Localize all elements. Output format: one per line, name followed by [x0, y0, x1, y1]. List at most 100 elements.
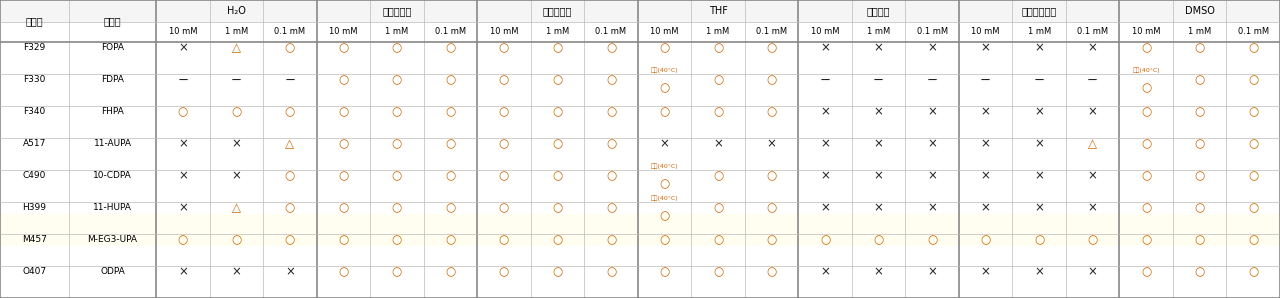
Bar [1012, 86, 1066, 138]
Bar [1172, 86, 1226, 138]
Bar [637, 214, 691, 266]
Bar [1120, 118, 1172, 170]
Text: O407: O407 [23, 268, 46, 277]
Text: ○: ○ [659, 266, 669, 279]
Text: C490: C490 [23, 172, 46, 181]
Text: ×: × [1034, 170, 1044, 182]
Text: ×: × [285, 266, 294, 279]
Bar [799, 182, 852, 234]
Bar [316, 0, 370, 22]
Text: ○: ○ [499, 170, 509, 182]
Text: ○: ○ [1248, 41, 1258, 55]
Bar [1012, 0, 1066, 22]
Bar [959, 54, 1012, 106]
Text: ○: ○ [338, 201, 348, 215]
Bar [745, 54, 799, 106]
Text: ×: × [1034, 105, 1044, 119]
Bar [905, 150, 959, 202]
Text: ○: ○ [392, 201, 402, 215]
Text: ×: × [1088, 41, 1098, 55]
Text: ×: × [927, 41, 937, 55]
Text: ○: ○ [1140, 170, 1151, 182]
Bar [1226, 214, 1280, 266]
Bar [691, 118, 745, 170]
Text: 10 mM: 10 mM [810, 27, 840, 36]
Text: 0.1 mM: 0.1 mM [1078, 27, 1108, 36]
Text: ○: ○ [338, 170, 348, 182]
Text: 0.1 mM: 0.1 mM [756, 27, 787, 36]
Bar [1066, 22, 1120, 42]
Text: ×: × [874, 266, 883, 279]
Bar [424, 22, 477, 42]
Bar [799, 22, 852, 42]
Bar [1066, 150, 1120, 202]
Bar [1012, 54, 1066, 106]
Text: ○: ○ [284, 201, 294, 215]
Text: ×: × [232, 266, 242, 279]
Text: ○: ○ [1140, 137, 1151, 150]
Bar [210, 246, 264, 298]
Bar [531, 214, 584, 266]
Bar [1066, 22, 1120, 74]
Text: ○: ○ [445, 170, 456, 182]
Bar [745, 214, 799, 266]
Bar [691, 0, 745, 22]
Text: ○: ○ [1140, 234, 1151, 246]
Bar [1012, 182, 1066, 234]
Text: ○: ○ [1194, 41, 1204, 55]
Text: ○: ○ [499, 74, 509, 86]
Bar [316, 22, 370, 74]
Bar [0, 182, 69, 234]
Bar [1012, 246, 1066, 298]
Text: コード: コード [26, 16, 44, 26]
Text: ○: ○ [713, 234, 723, 246]
Bar [584, 246, 637, 298]
Bar [264, 0, 316, 22]
Text: −: − [1034, 74, 1044, 86]
Bar [69, 22, 156, 74]
Bar [210, 22, 264, 42]
Text: ○: ○ [605, 234, 616, 246]
Text: ○: ○ [232, 234, 242, 246]
Bar [264, 22, 316, 42]
Text: 1 mM: 1 mM [707, 27, 730, 36]
Text: 11-AUPA: 11-AUPA [93, 139, 132, 148]
Bar [531, 118, 584, 170]
Text: ○: ○ [445, 201, 456, 215]
Text: ×: × [980, 137, 991, 150]
Text: F330: F330 [23, 75, 46, 85]
Text: ○: ○ [767, 74, 777, 86]
Text: △: △ [232, 201, 241, 215]
Bar [370, 118, 424, 170]
Bar [370, 54, 424, 106]
Text: 10 mM: 10 mM [650, 27, 678, 36]
Bar [316, 118, 370, 170]
Bar [637, 118, 691, 170]
Bar [584, 214, 637, 266]
Bar [799, 214, 852, 266]
Bar [0, 214, 69, 266]
Bar [370, 246, 424, 298]
Bar [1172, 22, 1226, 74]
Text: ○: ○ [338, 74, 348, 86]
Text: 0.1 mM: 0.1 mM [916, 27, 947, 36]
Bar [1120, 86, 1172, 138]
Text: ○: ○ [713, 74, 723, 86]
Text: ○: ○ [553, 234, 563, 246]
Bar [0, 86, 69, 138]
Bar [69, 182, 156, 234]
Bar [852, 150, 905, 202]
Bar [691, 54, 745, 106]
Text: ○: ○ [767, 170, 777, 182]
Text: ○: ○ [232, 105, 242, 119]
Bar [531, 182, 584, 234]
Bar [905, 86, 959, 138]
Bar [1226, 182, 1280, 234]
Text: ○: ○ [1194, 137, 1204, 150]
Bar [745, 182, 799, 234]
Bar [959, 182, 1012, 234]
Text: ○: ○ [1088, 234, 1098, 246]
Bar [0, 54, 69, 106]
Text: ×: × [1034, 41, 1044, 55]
Bar [531, 54, 584, 106]
